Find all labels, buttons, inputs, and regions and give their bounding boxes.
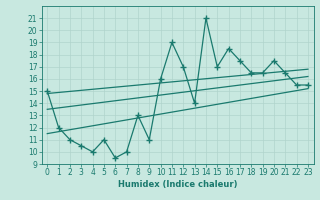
X-axis label: Humidex (Indice chaleur): Humidex (Indice chaleur)	[118, 180, 237, 189]
